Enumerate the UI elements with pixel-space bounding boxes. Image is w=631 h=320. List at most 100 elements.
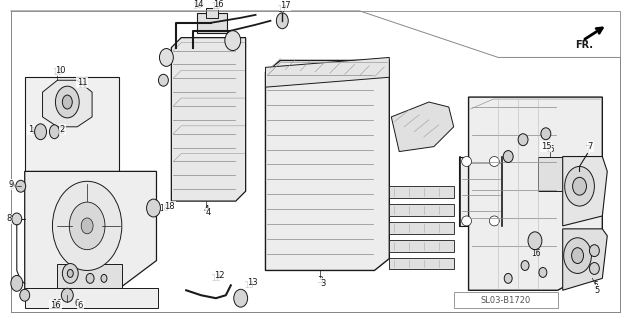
Ellipse shape bbox=[49, 125, 59, 139]
Ellipse shape bbox=[563, 238, 591, 273]
Bar bbox=[25, 288, 158, 308]
Text: SL03-B1720: SL03-B1720 bbox=[480, 296, 530, 305]
Polygon shape bbox=[266, 58, 389, 87]
Text: 9: 9 bbox=[10, 182, 15, 191]
Polygon shape bbox=[469, 97, 603, 290]
Bar bbox=[454, 292, 558, 308]
Text: 16: 16 bbox=[211, 3, 221, 12]
Bar bbox=[28, 172, 37, 256]
Polygon shape bbox=[563, 156, 607, 226]
Ellipse shape bbox=[146, 199, 160, 217]
Text: 10: 10 bbox=[55, 66, 66, 75]
Ellipse shape bbox=[462, 216, 471, 226]
Text: 13: 13 bbox=[247, 278, 258, 287]
Text: 18: 18 bbox=[164, 202, 175, 211]
Bar bbox=[197, 13, 227, 33]
Ellipse shape bbox=[565, 166, 594, 206]
Ellipse shape bbox=[20, 289, 30, 301]
Ellipse shape bbox=[35, 124, 47, 140]
Text: 1: 1 bbox=[28, 125, 33, 134]
Bar bbox=[538, 156, 563, 191]
Text: 12: 12 bbox=[214, 271, 224, 280]
Bar bbox=[40, 172, 49, 256]
Ellipse shape bbox=[12, 213, 21, 225]
Ellipse shape bbox=[86, 273, 94, 283]
Text: 6: 6 bbox=[75, 299, 80, 308]
Text: 3: 3 bbox=[317, 276, 323, 285]
Bar bbox=[25, 77, 119, 260]
Text: 6: 6 bbox=[78, 300, 83, 310]
Ellipse shape bbox=[572, 248, 584, 264]
Text: 3: 3 bbox=[321, 279, 326, 288]
Text: 8: 8 bbox=[6, 214, 11, 223]
Bar bbox=[52, 172, 61, 256]
Ellipse shape bbox=[160, 49, 174, 66]
Text: FR.: FR. bbox=[575, 40, 594, 50]
Text: 8: 8 bbox=[6, 214, 11, 223]
Polygon shape bbox=[563, 229, 607, 290]
Text: 7: 7 bbox=[585, 145, 590, 154]
Text: 4: 4 bbox=[205, 209, 211, 218]
Ellipse shape bbox=[11, 276, 23, 291]
Ellipse shape bbox=[16, 180, 26, 192]
Ellipse shape bbox=[62, 264, 78, 283]
Bar bbox=[88, 172, 96, 256]
Text: 15: 15 bbox=[541, 142, 551, 151]
Ellipse shape bbox=[589, 262, 599, 275]
Polygon shape bbox=[42, 80, 92, 127]
Ellipse shape bbox=[233, 289, 247, 307]
Text: 12: 12 bbox=[211, 274, 221, 283]
Text: 1: 1 bbox=[30, 127, 35, 136]
Ellipse shape bbox=[490, 156, 499, 166]
Text: 14: 14 bbox=[192, 3, 202, 12]
Text: 7: 7 bbox=[587, 142, 593, 151]
Text: 13: 13 bbox=[244, 281, 254, 290]
Text: 17: 17 bbox=[278, 5, 287, 14]
Polygon shape bbox=[25, 172, 156, 290]
Bar bbox=[459, 156, 504, 226]
Text: 18: 18 bbox=[160, 204, 169, 212]
Text: 2: 2 bbox=[60, 127, 65, 136]
Polygon shape bbox=[266, 60, 389, 270]
Ellipse shape bbox=[61, 288, 73, 302]
Text: 14: 14 bbox=[193, 0, 203, 10]
Text: 5: 5 bbox=[593, 281, 598, 290]
Ellipse shape bbox=[521, 260, 529, 270]
Ellipse shape bbox=[158, 74, 168, 86]
Polygon shape bbox=[389, 186, 454, 198]
Polygon shape bbox=[389, 240, 454, 252]
Text: 16: 16 bbox=[50, 300, 61, 310]
Ellipse shape bbox=[528, 232, 542, 250]
Ellipse shape bbox=[589, 245, 599, 257]
Text: 15: 15 bbox=[545, 145, 555, 154]
Ellipse shape bbox=[69, 202, 105, 250]
Text: 17: 17 bbox=[280, 1, 291, 11]
Text: 16: 16 bbox=[213, 0, 224, 10]
Ellipse shape bbox=[518, 134, 528, 146]
Ellipse shape bbox=[101, 275, 107, 282]
Polygon shape bbox=[389, 204, 454, 216]
Ellipse shape bbox=[541, 128, 551, 140]
Text: 10: 10 bbox=[52, 68, 62, 77]
Ellipse shape bbox=[68, 269, 73, 277]
Bar bbox=[206, 8, 218, 18]
Ellipse shape bbox=[504, 151, 513, 163]
Ellipse shape bbox=[276, 13, 288, 29]
Text: 4: 4 bbox=[203, 204, 209, 213]
Ellipse shape bbox=[539, 268, 547, 277]
Ellipse shape bbox=[56, 86, 80, 118]
Ellipse shape bbox=[504, 273, 512, 283]
Ellipse shape bbox=[52, 181, 122, 270]
Ellipse shape bbox=[225, 31, 240, 51]
Polygon shape bbox=[389, 222, 454, 234]
Ellipse shape bbox=[490, 216, 499, 226]
Polygon shape bbox=[172, 38, 245, 201]
Text: 5: 5 bbox=[595, 286, 600, 295]
Bar bbox=[100, 172, 108, 256]
Bar bbox=[76, 172, 84, 256]
Polygon shape bbox=[389, 258, 454, 269]
Text: 11: 11 bbox=[77, 78, 88, 87]
Ellipse shape bbox=[81, 218, 93, 234]
Text: 2: 2 bbox=[60, 125, 65, 134]
Bar bbox=[57, 264, 122, 288]
